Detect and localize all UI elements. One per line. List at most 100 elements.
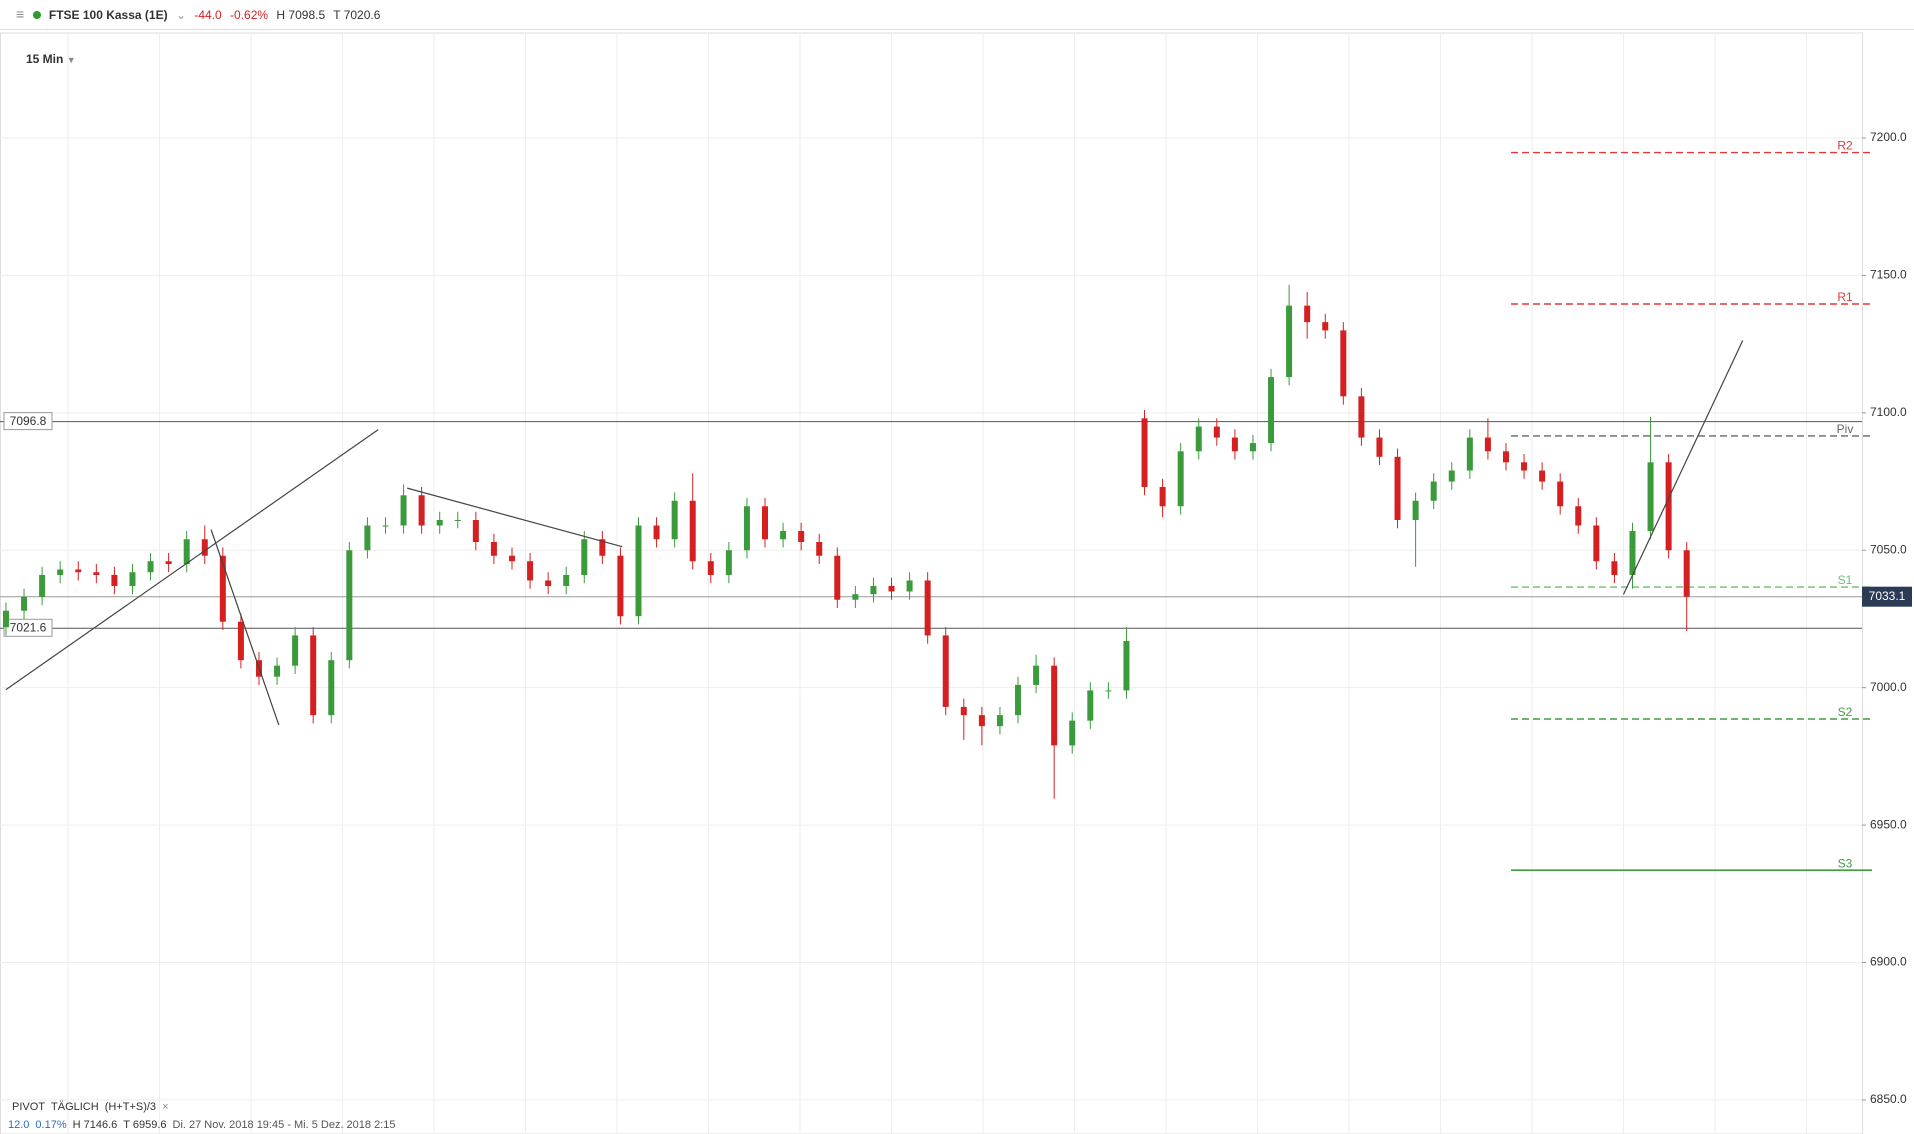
trend-line <box>1622 340 1744 595</box>
plot-frame <box>0 32 1863 1134</box>
candle-body <box>563 574 570 586</box>
candle-body <box>490 541 497 556</box>
level-label: 7096.8 <box>10 414 47 428</box>
candle-body <box>870 585 877 595</box>
low: T 6959.6 <box>123 1119 167 1131</box>
candle-body <box>1557 481 1564 507</box>
candle-body <box>418 495 425 526</box>
candle-body <box>1249 443 1256 452</box>
menu-button[interactable]: ≡ <box>16 6 25 22</box>
candle-body <box>1015 684 1022 716</box>
candle-body <box>129 572 136 586</box>
y-tick-label: 6900.0 <box>1870 955 1907 969</box>
trend-line <box>210 529 280 726</box>
change: 12.0 <box>8 1119 30 1131</box>
candle-body <box>328 660 335 716</box>
high: H 7146.6 <box>72 1119 118 1131</box>
candle-body <box>888 585 895 592</box>
candle-body <box>1647 462 1654 532</box>
candle-body <box>780 531 787 540</box>
close-button[interactable]: × <box>162 1101 169 1113</box>
high: H 7098.5 <box>276 8 326 22</box>
candle-body <box>1141 418 1148 488</box>
candle-body <box>1304 305 1311 323</box>
y-tick-label: 7200.0 <box>1870 130 1907 144</box>
candle-body <box>527 561 534 581</box>
candle-body <box>1322 322 1329 331</box>
candle-body <box>1033 665 1040 685</box>
candle-body <box>1466 437 1473 471</box>
candle-body <box>1394 456 1401 521</box>
indicator: PIVOT <box>12 1101 46 1113</box>
instrument-title[interactable]: FTSE 100 Kassa (1E) <box>48 8 168 22</box>
candle-body <box>1430 481 1437 501</box>
candle-body <box>364 525 371 551</box>
candle-body <box>1213 426 1220 438</box>
y-tick-label: 6950.0 <box>1870 817 1907 831</box>
candle-body <box>743 506 750 551</box>
candle-body <box>201 539 208 556</box>
candle-body <box>762 506 769 540</box>
candle-body <box>996 715 1003 727</box>
candle-body <box>942 635 949 707</box>
candle-body <box>635 525 642 617</box>
candle-body <box>671 500 678 540</box>
candle-body <box>1539 470 1546 482</box>
candle-body <box>1629 531 1636 575</box>
trend-line <box>407 487 623 548</box>
candle-body <box>111 574 118 586</box>
candle-body <box>219 555 226 622</box>
candle-body <box>57 569 64 575</box>
candle-body <box>689 500 696 562</box>
interval: 15 Min <box>26 52 64 66</box>
candle-body <box>75 569 82 573</box>
level-box <box>3 412 53 431</box>
candle-body <box>1268 377 1275 444</box>
candle-body <box>1611 561 1618 575</box>
candle-body <box>725 550 732 575</box>
y-tick-label: 7150.0 <box>1870 268 1907 282</box>
y-tick-label: 7100.0 <box>1870 405 1907 419</box>
interval-selector[interactable]: 15 Min ▼ <box>26 52 76 66</box>
period: TÄGLICH <box>51 1101 99 1113</box>
dropdown-arrow[interactable]: ⌄ <box>175 8 186 22</box>
dropdown-arrow: ▼ <box>66 55 76 65</box>
candle-body <box>581 539 588 575</box>
status-dot <box>32 11 41 19</box>
candle-body <box>545 580 552 586</box>
candle-body <box>1123 640 1130 691</box>
pivot-label: Piv <box>1837 422 1854 436</box>
candle-body <box>382 525 389 527</box>
candle-body <box>1159 487 1166 507</box>
level-label: 7021.6 <box>10 620 47 634</box>
candle-body <box>906 580 913 592</box>
candle-body <box>707 561 714 575</box>
candle-body <box>599 539 606 556</box>
candle-body <box>183 539 190 564</box>
range: Di. 27 Nov. 2018 19:45 - Mi. 5 Dez. 2018… <box>172 1119 396 1131</box>
candle-body <box>1087 690 1094 721</box>
change-pct: -0.62% <box>230 8 269 22</box>
candle-body <box>816 541 823 556</box>
candle-body <box>1665 462 1672 551</box>
pivot-label: S2 <box>1838 705 1853 719</box>
candle-body <box>310 635 317 716</box>
candle-body <box>436 520 443 526</box>
candle-body <box>147 561 154 573</box>
y-tick-label: 7050.0 <box>1870 542 1907 556</box>
candle-body <box>1575 506 1582 526</box>
candle-body <box>834 555 841 600</box>
candle-body <box>1683 550 1690 597</box>
candle-body <box>1051 665 1058 746</box>
pivot-label: S1 <box>1838 573 1853 587</box>
pivot-label: S3 <box>1838 856 1853 870</box>
pivot-label: R1 <box>1837 290 1853 304</box>
candle-body <box>2 610 9 628</box>
indicator-line: PIVOT TÄGLICH (H+T+S)/3 × <box>12 1098 402 1116</box>
candle-body <box>1069 720 1076 746</box>
candle-body <box>617 555 624 617</box>
indicator-legend: PIVOT TÄGLICH (H+T+S)/3 × 12.0 0.17% H 7146.6… <box>8 1098 402 1134</box>
candle-body <box>1105 690 1112 692</box>
candle-body <box>39 574 46 597</box>
